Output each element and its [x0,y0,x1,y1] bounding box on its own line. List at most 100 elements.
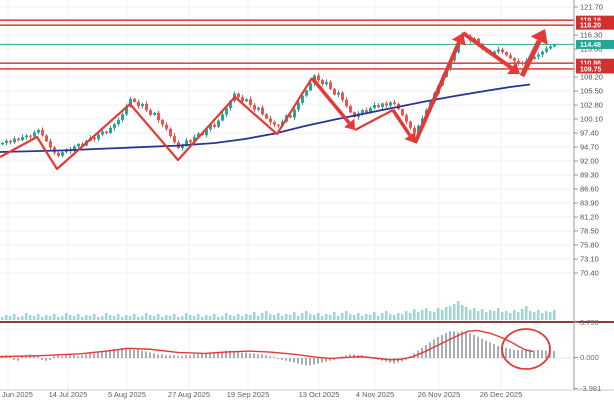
candle-body [401,109,404,116]
volume-bar [257,316,260,320]
indicator-signal-line [0,329,534,361]
volume-bar [401,314,404,320]
volume-bar [29,315,32,320]
volume-bar [269,314,272,320]
annotations-layer[interactable] [0,29,548,171]
candle-body [373,104,376,109]
candle-body [121,114,124,121]
candle-body [309,83,312,91]
indicator-histogram-bar [201,353,203,358]
trend-arrow-down[interactable] [461,31,513,70]
volume-bar [377,316,380,320]
volume-bar [441,310,444,320]
level-lines-layer[interactable] [0,19,574,70]
volume-bar [425,308,428,320]
volume-bar [41,317,44,320]
last-price-badge [576,39,614,49]
resistance-badge [576,20,614,30]
candle-body [325,82,328,85]
price-tick-label: 94.70 [580,142,599,151]
trend-arrow-up[interactable] [413,41,461,144]
indicator-histogram-bar [37,356,39,358]
indicator-histogram-bar [293,358,295,363]
trend-arrow-down[interactable] [391,109,412,137]
indicator-tick-label: -3.981 [580,384,601,393]
indicator-histogram-bar [221,351,223,358]
price-tick-label: 105.50 [580,86,603,95]
candle-body [413,127,416,133]
candle-body [37,129,40,133]
trend-arrow-down[interactable] [310,76,351,125]
trend-arrowhead-down[interactable] [344,118,355,130]
price-axis[interactable]: 121.70 116.30 113.60 108.20 105.50 102.80 100.… [574,3,603,393]
volume-bar [161,317,164,320]
indicator-histogram-bar [153,353,155,358]
trend-arrowhead-up[interactable] [451,33,466,46]
indicator-histogram-bar [469,333,471,358]
volume-bar [5,315,8,320]
candle-body [273,122,276,125]
volume-bar [321,316,324,320]
highlight-circle[interactable] [501,328,551,370]
date-axis[interactable]: Jun 2025 14 Jul 2025 5 Aug 2025 27 Aug 2025… [2,390,522,399]
volume-bar [413,309,416,320]
price-tick-label: 100.10 [580,114,603,123]
price-tick-label: 97.40 [580,128,599,137]
volume-bar [49,316,52,320]
candle-body [9,140,12,143]
indicator-histogram-bar [109,349,111,358]
trend-arrowhead-up[interactable] [530,29,548,45]
candle-body [265,114,268,119]
volume-bar [473,308,476,320]
indicator-histogram-bar [245,352,247,358]
candle-body [297,102,300,110]
indicator-histogram-bar [393,358,395,364]
volume-bar [81,317,84,320]
volume-bar [337,316,340,320]
indicator-histogram-bar [445,333,447,358]
price-tick-label: 78.50 [580,226,599,235]
indicator-histogram-bar [129,348,131,358]
volume-bar [341,313,344,320]
volume-bar [417,312,420,320]
candle-body [517,60,520,63]
candle-body [133,98,136,102]
candle-body [81,143,84,146]
trend-arrowhead-down[interactable] [507,61,520,75]
trend-arrowhead-down[interactable] [404,131,416,143]
candle-body [109,127,112,133]
support-badge [576,58,614,68]
volume-bar [13,314,16,320]
volume-bar [533,312,536,320]
support-badge [576,64,614,74]
indicator-pane [0,328,574,370]
volume-bar [297,316,300,320]
zigzag-line[interactable] [0,77,313,171]
candle-body [289,115,292,118]
indicator-histogram-bar [505,347,507,358]
candle-body [509,55,512,59]
candle-body [385,103,388,106]
volume-bar [57,317,60,320]
volume-bar [77,314,80,320]
volume-bar [449,306,452,320]
volume-bar [489,310,492,320]
volume-bar [281,316,284,320]
indicator-histogram-bar [145,351,147,358]
zigzag-line[interactable] [354,109,394,131]
volume-bar [221,316,224,320]
volume-bar [209,316,212,320]
volume-bar [481,309,484,320]
indicator-histogram-bar [485,340,487,358]
volume-bar [537,310,540,320]
volume-bar [261,313,264,320]
volume-bar [493,311,496,320]
price-tick-label: 108.20 [580,72,603,81]
candle-body [377,104,380,108]
volume-bar [201,317,204,320]
candle-body [165,124,168,129]
trend-arrow-up[interactable] [519,39,542,78]
ma-line [0,83,531,153]
